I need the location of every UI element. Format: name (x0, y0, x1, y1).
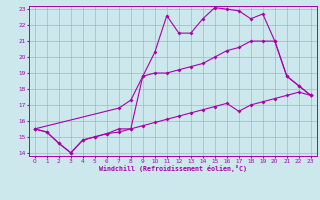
X-axis label: Windchill (Refroidissement éolien,°C): Windchill (Refroidissement éolien,°C) (99, 165, 247, 172)
